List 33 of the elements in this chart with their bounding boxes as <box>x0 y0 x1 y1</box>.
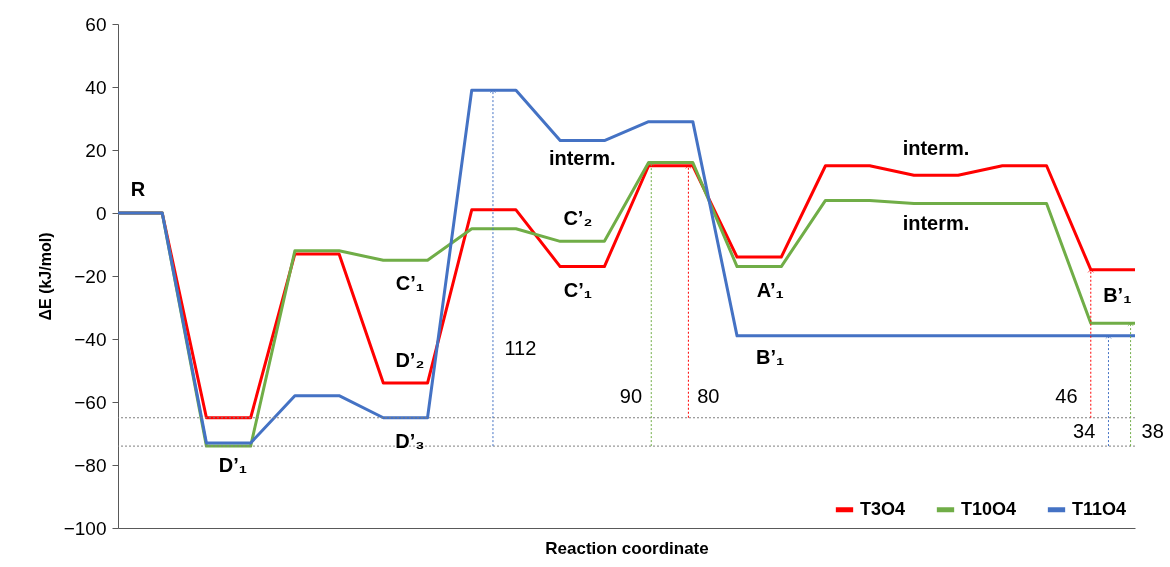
annotation: interm. <box>548 146 616 169</box>
legend-label: T11O4 <box>1072 498 1127 519</box>
annotation: interm. <box>902 211 970 234</box>
annotation: R <box>130 178 146 200</box>
y-tick-label: −100 <box>63 517 107 539</box>
annotation: C’₂ <box>563 207 593 230</box>
annotation: C’₁ <box>563 278 592 301</box>
annotation: D’₃ <box>395 429 425 452</box>
y-tick-label: 60 <box>85 13 107 35</box>
y-tick-label: 40 <box>85 76 107 98</box>
y-axis-title: ΔE (kJ/mol) <box>36 232 54 321</box>
legend-label: T3O4 <box>860 498 906 519</box>
y-tick-label: 20 <box>85 139 107 161</box>
annotation: 34 <box>1073 420 1096 442</box>
annotation: 80 <box>697 385 720 407</box>
annotation: D’₁ <box>218 454 248 477</box>
annotation: A’₁ <box>756 278 784 301</box>
text: 38 <box>1141 420 1164 442</box>
y-tick-label: −80 <box>74 454 107 476</box>
y-tick-label: −40 <box>74 328 107 350</box>
annotation: 90 <box>619 385 643 407</box>
annotation: interm. <box>902 137 970 160</box>
annotation: D’₂ <box>395 349 425 372</box>
y-tick-label: 0 <box>95 202 107 224</box>
y-tick-label: −20 <box>74 265 107 287</box>
annotation: B’₁ <box>1103 283 1132 306</box>
legend-label: T10O4 <box>961 498 1017 519</box>
annotation: B’₁ <box>756 345 785 368</box>
y-tick-label: −60 <box>74 391 107 413</box>
annotation: 112 <box>504 337 537 359</box>
annotation: C’₁ <box>395 272 424 295</box>
x-axis-title: Reaction coordinate <box>545 538 709 558</box>
annotation: 46 <box>1055 385 1078 407</box>
